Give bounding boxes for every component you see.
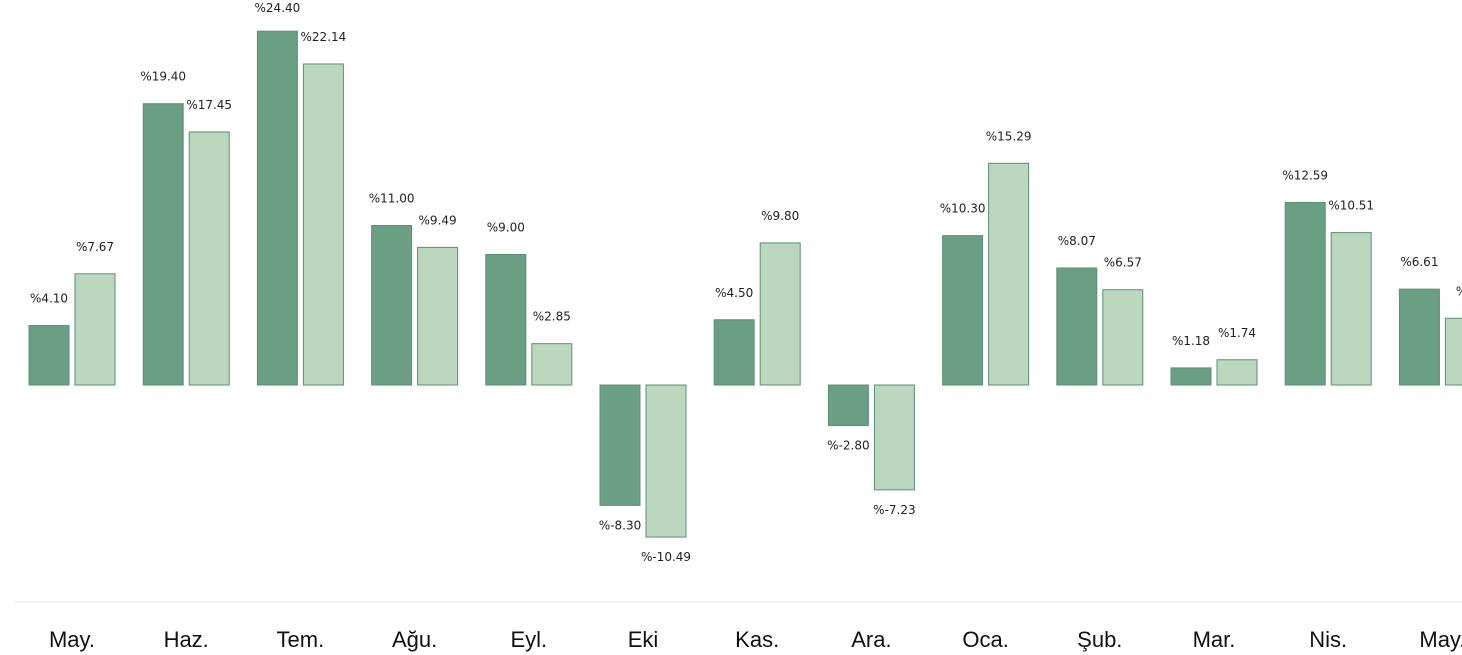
bar-s1-12 [1398,288,1440,386]
bar-s1-8 [942,235,984,386]
value-label-s1-9: %8.07 [1058,234,1096,248]
value-label-s2-1: %17.45 [186,98,232,112]
category-label-6: Kas. [735,627,779,652]
value-label-s1-0: %4.10 [30,292,68,306]
category-label-9: Şub. [1077,627,1122,652]
bar-s2-3 [417,246,459,386]
bar-s1-1 [142,103,184,386]
bars-layer [28,30,1462,538]
value-label-s1-5: %-8.30 [599,518,641,532]
value-label-s2-5: %-10.49 [641,550,691,564]
value-labels-layer: %4.10 %7.67 %19.40%17.45 %24.40 %22.14 %11.00… [30,1,1462,564]
category-label-1: Haz. [164,627,209,652]
category-label-8: Oca. [962,627,1008,652]
bar-s2-2 [302,63,344,386]
value-label-s1-12: %6.61 [1400,255,1438,269]
bar-s2-4 [531,343,573,386]
category-label-4: Eyl. [510,627,547,652]
bar-s2-11 [1330,232,1372,386]
value-label-s2-4: %2.85 [533,310,571,324]
category-label-10: Mar. [1193,627,1236,652]
value-label-s1-1: %19.40 [140,70,186,84]
bar-s1-0 [28,325,70,386]
category-label-5: Eki [628,627,659,652]
value-label-s2-12: %4 [1456,284,1462,298]
value-label-s1-3: %11.00 [369,192,415,206]
bar-s2-0 [74,273,116,386]
category-label-12: May. [1419,627,1462,652]
value-label-s1-7: %-2.80 [827,439,869,453]
bar-s1-11 [1284,201,1326,386]
category-label-7: Ara. [851,627,891,652]
bar-s1-4 [485,254,527,386]
value-label-s1-4: %9.00 [487,221,525,235]
value-label-s2-0: %7.67 [76,240,114,254]
bar-s2-6 [759,242,801,386]
bar-s1-5 [599,384,641,506]
value-label-s1-11: %12.59 [1282,168,1328,182]
value-label-s2-9: %6.57 [1104,256,1142,270]
value-label-s2-6: %9.80 [761,209,799,223]
value-label-s2-3: %9.49 [419,213,457,227]
bar-s2-12 [1444,317,1462,386]
bar-s1-3 [371,225,413,386]
bar-s1-10 [1170,367,1212,386]
value-label-s2-8: %15.29 [986,129,1032,143]
category-label-0: May. [49,627,95,652]
bar-s1-9 [1056,267,1098,386]
bar-s1-7 [827,384,869,427]
value-label-s1-8: %10.30 [940,202,986,216]
bar-s1-6 [713,319,755,386]
bar-s2-9 [1102,289,1144,386]
category-labels-layer: May. Haz. Tem. Ağu. Eyl. Eki Kas. Ara. Oca. Şub. M… [49,627,1462,652]
value-label-s1-2: %24.40 [255,1,301,15]
bar-s2-7 [873,384,915,491]
value-label-s2-2: %22.14 [301,30,347,44]
value-label-s2-7: %-7.23 [873,503,915,517]
bar-s2-1 [188,131,230,386]
value-label-s2-11: %10.51 [1328,199,1374,213]
category-label-2: Tem. [277,627,325,652]
bar-s2-5 [645,384,687,538]
value-label-s1-10: %1.18 [1172,334,1210,348]
category-label-11: Nis. [1309,627,1347,652]
bar-s1-2 [256,30,298,386]
value-label-s1-6: %4.50 [715,286,753,300]
value-label-s2-10: %1.74 [1218,326,1256,340]
bar-s2-10 [1216,359,1258,386]
bar-s2-8 [988,162,1030,386]
category-label-3: Ağu. [392,627,437,652]
